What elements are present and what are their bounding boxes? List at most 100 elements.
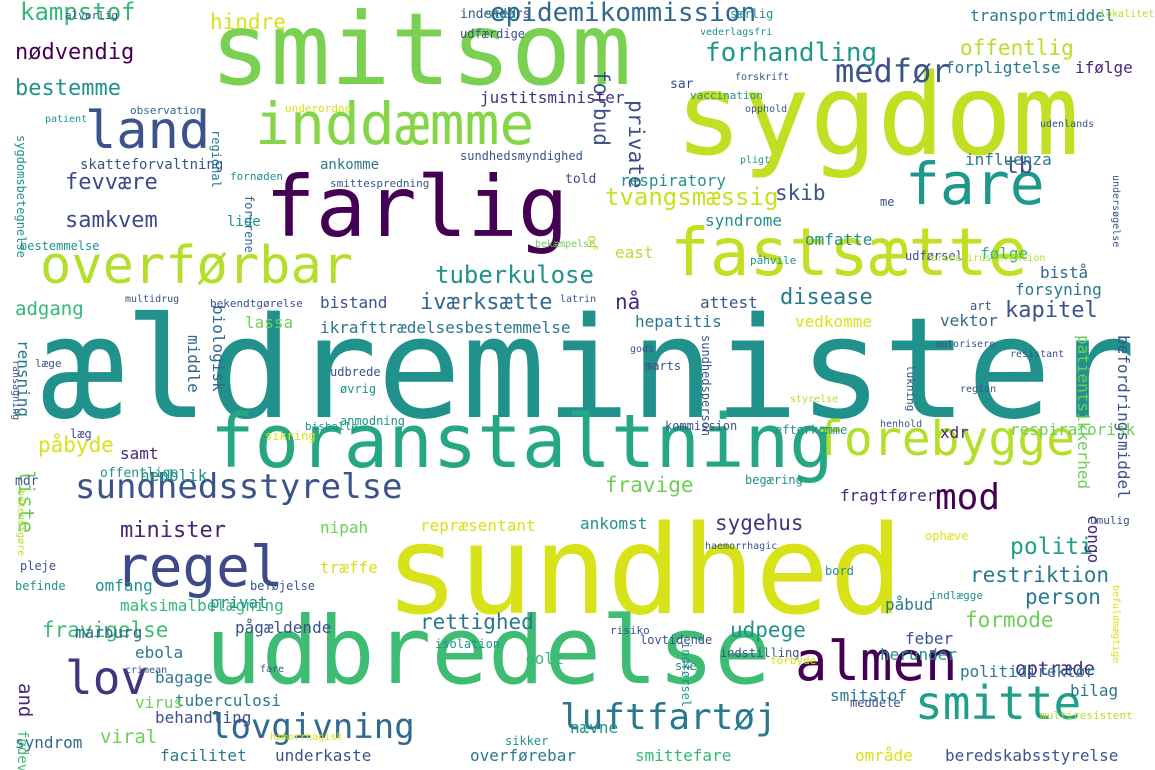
word-fastsætte: fastsætte	[670, 214, 1028, 291]
word-ransagning: ransagning	[10, 360, 21, 421]
word-inddæmme: inddæmme	[255, 90, 535, 158]
word-foranstaltning: foranstaltning	[210, 399, 834, 485]
word-sundhed: sundhed	[385, 500, 904, 643]
word-fravige: fravige	[605, 473, 694, 497]
word-kapitel: kapitel	[1005, 298, 1098, 323]
word-smitte: smitte	[915, 676, 1082, 730]
word-sikring: sikring	[265, 429, 316, 443]
word-resistant: resistant	[1010, 349, 1065, 360]
word-person: person	[1025, 585, 1101, 609]
word-læg: læg	[70, 427, 92, 441]
word-lovtidende: lovtidende	[640, 633, 713, 647]
word-udbredelse: udbredelse	[205, 597, 771, 706]
word-umulig: umulig	[1090, 514, 1130, 527]
word-underkaste: underkaste	[275, 746, 372, 765]
word-isolation: isolation	[435, 637, 501, 651]
word-attest: attest	[700, 293, 758, 312]
word-pågældende: pågældende	[235, 618, 332, 637]
word-smitsom: smitsom	[210, 0, 632, 108]
word-befinde: befinde	[15, 579, 66, 593]
word-tvangsmæssig: tvangsmæssig	[605, 183, 779, 211]
word-ankomme: ankomme	[320, 157, 380, 173]
word-fare: fare	[905, 150, 1045, 218]
word-influenza: influenza	[965, 150, 1052, 169]
word-forbyde: forbyde	[770, 654, 817, 667]
word-vedkomme: vedkomme	[795, 312, 873, 331]
word-art: art	[970, 299, 992, 313]
word-bilag: bilag	[1070, 681, 1119, 700]
word-fornøden: fornøden	[230, 170, 283, 183]
word-tb: tb	[1005, 153, 1033, 179]
word-nødvendig: nødvendig	[15, 40, 135, 65]
word-kommission: kommission	[665, 419, 738, 433]
word-sygdomsbetegnelse: sygdomsbetegnelse	[14, 135, 28, 258]
word-ifølge: ifølge	[1075, 58, 1133, 77]
word-følge: følge	[980, 244, 1029, 263]
word-restriktion: restriktion	[970, 563, 1110, 587]
word-bekæmpelse: bekæmpelse	[535, 239, 596, 250]
word-region: region	[960, 384, 997, 395]
word-sikker: sikker	[505, 734, 549, 748]
word-undersøgelse: undersøgelse	[1110, 175, 1121, 248]
word-nævne: nævne	[570, 718, 619, 737]
word-ankomst: ankomst	[580, 514, 648, 533]
word-meddele: meddele	[850, 696, 901, 710]
word-farlig: farlig	[265, 158, 569, 256]
word-udfærdige: udfærdige	[460, 27, 526, 41]
word-politidirektør: politidirektør	[960, 662, 1095, 681]
word-maksimalbelægning: maksimalbelægning	[120, 596, 284, 615]
word-tuberculosi: tuberculosi	[175, 691, 281, 710]
word-fravigelse: fravigelse	[42, 618, 169, 642]
word-ske: ske	[675, 659, 697, 673]
word-omfatte: omfatte	[805, 230, 873, 249]
word-særlig: særlig	[730, 7, 774, 21]
word-minister: minister	[120, 518, 226, 543]
word-sundhedsmyndighed: sundhedsmyndighed	[460, 149, 583, 163]
word-east: east	[615, 243, 654, 262]
word-epidemikommission: epidemikommission	[490, 0, 757, 28]
word-underordne: underordne	[285, 102, 352, 115]
word-feber: feber	[905, 629, 954, 648]
word-kampstof: kampstof	[20, 0, 136, 26]
word-fevvære: fevvære	[65, 170, 158, 195]
word-bistå: bistå	[1040, 263, 1089, 282]
word-anmodning: anmodning	[340, 414, 406, 428]
word-disease: disease	[780, 285, 873, 310]
word-skatteforvaltning: skatteforvaltning	[80, 157, 224, 173]
word-land: land	[85, 101, 211, 161]
word-syndrom: syndrom	[15, 733, 83, 752]
word-vaccination: vaccination	[690, 89, 763, 102]
word-respiratory: respiratory	[620, 171, 726, 190]
word-of: of	[584, 235, 599, 251]
word-pleje: pleje	[20, 559, 57, 573]
word-beredskabsstyrelse: beredskabsstyrelse	[945, 746, 1119, 765]
word-me: me	[880, 195, 895, 209]
word-haemorrhagic: haemorrhagic	[705, 541, 778, 552]
word-risiko: risiko	[610, 624, 650, 637]
word-nipah: nipah	[320, 518, 369, 537]
word-indendørs: indendørs	[460, 7, 531, 22]
word-mdr: mdr	[15, 474, 39, 489]
word-forbud: forbud	[589, 70, 613, 146]
word-sundhedsstyrelse: sundhedsstyrelse	[75, 467, 403, 507]
word-overførebar: overførebar	[470, 746, 576, 765]
word-coli: coli	[525, 649, 564, 668]
word-hindre: hindre	[210, 10, 286, 34]
word-befuldmægtige: befuldmægtige	[1110, 585, 1121, 664]
word-observation: observation	[130, 104, 203, 117]
word-patientsikkerhed: patientsikkerhed	[1074, 335, 1093, 490]
word-udenlands: udenlands	[1040, 119, 1095, 130]
word-omfang: omfang	[95, 576, 153, 595]
word-smittefare: smittefare	[635, 746, 732, 765]
word-rettighed: rettighed	[420, 610, 534, 634]
word-påbud: påbud	[885, 595, 934, 614]
word-indstilling: indstilling	[720, 646, 800, 660]
word-bisballe: bisballe	[305, 420, 358, 433]
word-smitstof: smitstof	[830, 686, 908, 705]
word-patient: patient	[45, 114, 88, 125]
word-marburg: marburg	[75, 623, 143, 642]
word-biologisk: biologisk	[209, 305, 228, 392]
word-lassa: lassa	[245, 313, 294, 332]
word-træffe: træffe	[320, 558, 378, 577]
word-politi: politi	[1010, 534, 1094, 560]
